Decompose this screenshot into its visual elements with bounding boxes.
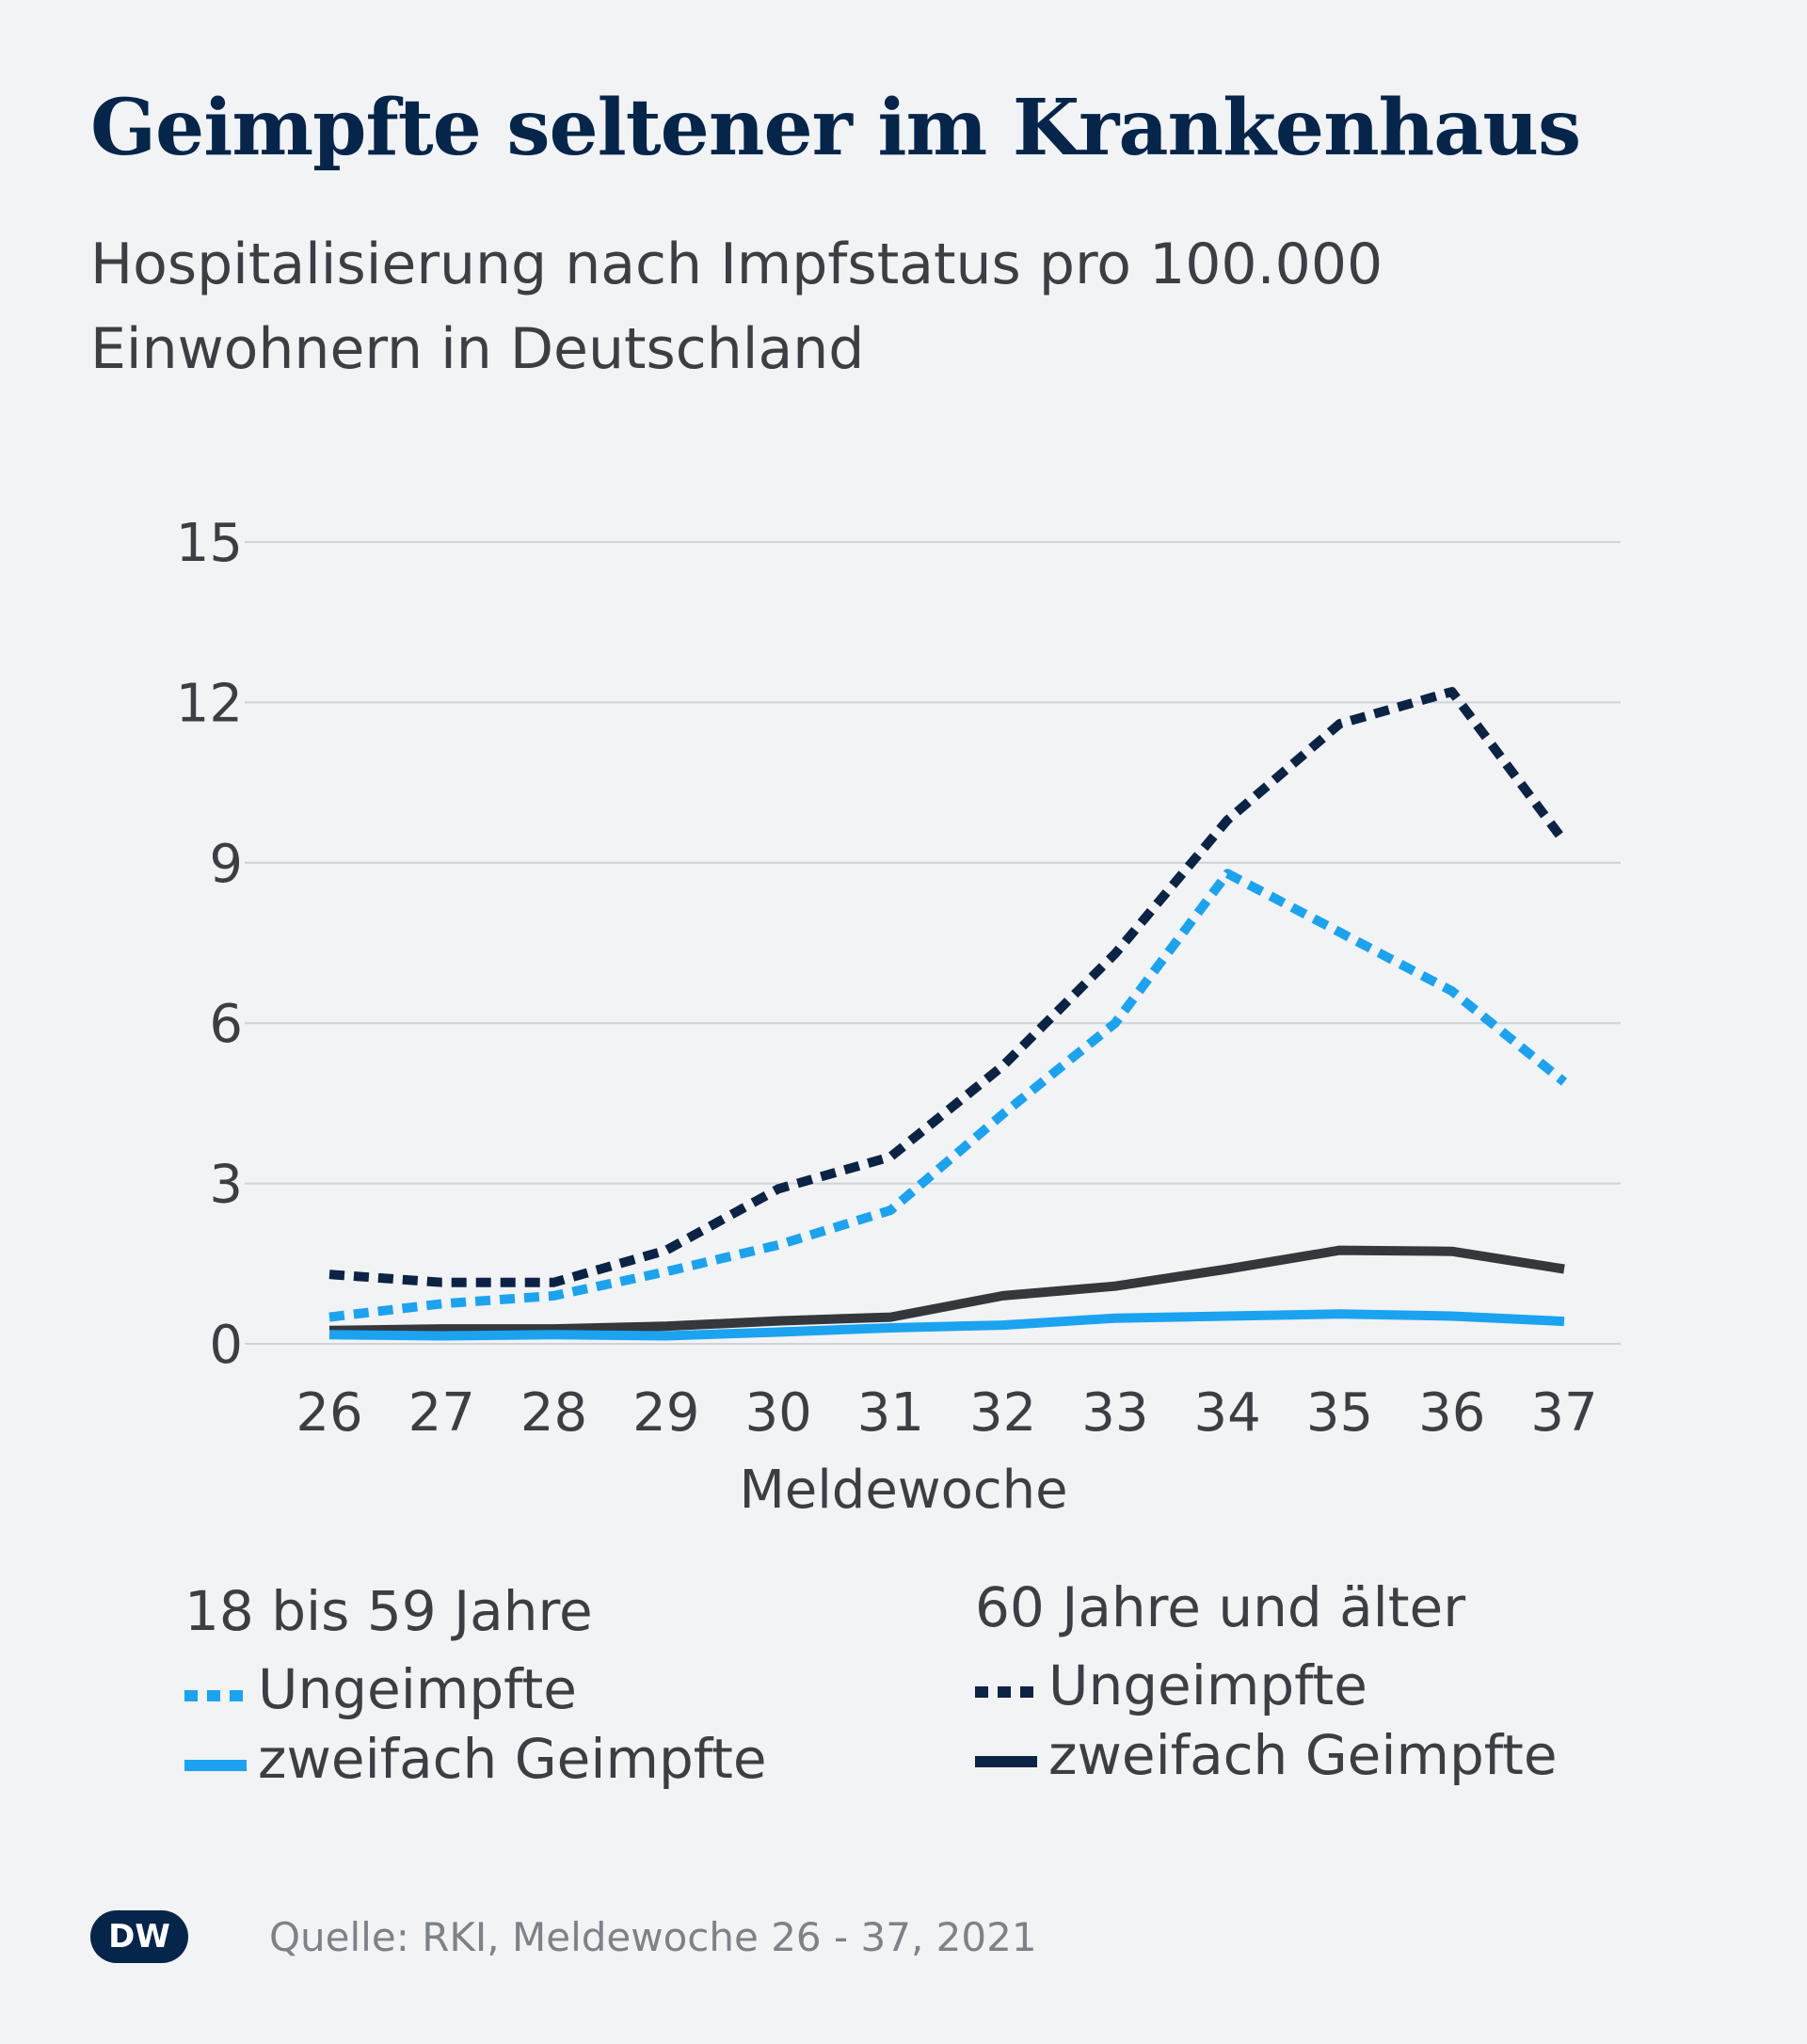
series-line <box>328 687 1569 1287</box>
source-note: Quelle: RKI, Meldewoche 26 - 37, 2021 <box>269 1913 1037 1960</box>
legend-item-unvaccinated-18-59: Ungeimpfte <box>184 1654 767 1724</box>
dashed-line-swatch <box>975 1686 1037 1698</box>
solid-line-swatch <box>975 1756 1037 1767</box>
chart-title: Geimpfte seltener im Krankenhaus <box>90 83 1581 173</box>
x-tick-label: 30 <box>744 1382 811 1444</box>
legend-label: Ungeimpfte <box>1048 1653 1367 1717</box>
footer: DW Quelle: RKI, Meldewoche 26 - 37, 2021 <box>90 1910 1037 1963</box>
legend-group-title: 60 Jahre und älter <box>975 1575 1466 1639</box>
series-line <box>328 869 1568 1322</box>
y-tick-labels: 0 3 6 9 12 15 <box>176 513 243 1376</box>
dashed-line-swatch <box>184 1690 247 1701</box>
x-tick-label: 32 <box>969 1382 1036 1444</box>
x-tick-label: 35 <box>1306 1382 1373 1444</box>
legend-group-18-59: 18 bis 59 Jahre Ungeimpfte zweifach Geim… <box>184 1579 767 1794</box>
y-tick-label: 0 <box>209 1315 243 1376</box>
series-line <box>328 1309 1565 1341</box>
y-tick-label: 3 <box>209 1155 243 1216</box>
x-tick-label: 26 <box>296 1382 362 1444</box>
x-tick-label: 33 <box>1081 1382 1148 1444</box>
x-axis-label: Meldewoche <box>739 1460 1067 1521</box>
legend-item-vaccinated-60-plus: zweifach Geimpfte <box>975 1720 1558 1790</box>
grid-lines <box>245 541 1621 1345</box>
dw-logo: DW <box>90 1910 188 1963</box>
solid-line-swatch <box>184 1760 247 1771</box>
y-tick-label: 15 <box>176 513 243 574</box>
x-tick-label: 36 <box>1418 1382 1485 1444</box>
x-tick-label: 34 <box>1194 1382 1261 1444</box>
x-tick-label: 27 <box>408 1382 475 1444</box>
y-tick-label: 6 <box>209 994 243 1055</box>
x-tick-label: 31 <box>857 1382 924 1444</box>
legend-label: zweifach Geimpfte <box>258 1727 767 1791</box>
x-tick-label: 29 <box>632 1382 699 1444</box>
legend-group-title: 18 bis 59 Jahre <box>184 1579 593 1643</box>
legend-group-60-plus: 60 Jahre und älter Ungeimpfte zweifach G… <box>975 1575 1558 1790</box>
legend-item-vaccinated-18-59: zweifach Geimpfte <box>184 1724 767 1794</box>
legend-label: Ungeimpfte <box>258 1657 577 1721</box>
chart-subtitle: Hospitalisierung nach Impfstatus pro 100… <box>90 232 1383 382</box>
x-tick-label: 28 <box>520 1382 587 1444</box>
x-tick-labels: 26 27 28 29 30 31 32 33 34 35 36 37 <box>296 1382 1597 1444</box>
y-tick-label: 12 <box>176 673 243 734</box>
series-lines <box>328 687 1569 1341</box>
x-tick-label: 37 <box>1530 1382 1597 1444</box>
series-line <box>328 1245 1565 1335</box>
y-tick-label: 9 <box>209 834 243 895</box>
legend-item-unvaccinated-60-plus: Ungeimpfte <box>975 1651 1558 1720</box>
legend-label: zweifach Geimpfte <box>1048 1723 1558 1787</box>
